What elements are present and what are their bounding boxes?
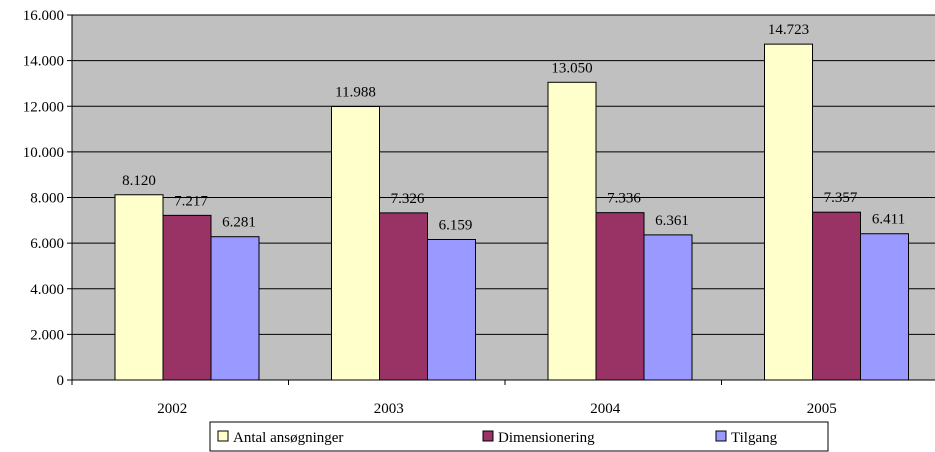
- bar-tilgang-2005: [860, 233, 909, 381]
- y-tick-label: 0: [57, 373, 65, 389]
- legend-label: Antal ansøgninger: [233, 430, 343, 446]
- y-tick-label: 14.000: [23, 54, 64, 70]
- y-tick-label: 16.000: [23, 8, 64, 24]
- data-label: 6.411: [872, 212, 905, 228]
- legend-label: Tilgang: [731, 430, 778, 446]
- data-label: 7.357: [824, 190, 858, 206]
- y-tick-label: 2.000: [30, 327, 64, 343]
- bar-dimensionering-2004: [595, 212, 645, 381]
- legend-swatch-dimensionering: [482, 430, 494, 442]
- legend: Antal ansøgninger Dimensionering Tilgang: [209, 421, 829, 452]
- bar-dimensionering-2005: [812, 211, 861, 381]
- legend-swatch-antal-ans-gninger: [217, 430, 229, 442]
- data-label: 6.159: [439, 217, 473, 233]
- bar-antal-ans-gninger-2005: [764, 43, 813, 381]
- data-label: 13.050: [551, 60, 592, 76]
- data-label: 11.988: [335, 85, 376, 101]
- x-tick-label: 2004: [590, 401, 621, 417]
- y-tick-label: 12.000: [23, 99, 64, 115]
- data-label: 7.336: [607, 191, 641, 207]
- bar-antal-ans-gninger-2004: [547, 81, 597, 381]
- data-label: 14.723: [768, 22, 809, 38]
- data-label: 8.120: [122, 173, 156, 189]
- bar-antal-ans-gninger-2002: [114, 194, 164, 381]
- bar-tilgang-2003: [427, 238, 476, 381]
- x-tick-label: 2002: [157, 401, 187, 417]
- legend-swatch-tilgang: [715, 430, 727, 442]
- legend-box: [209, 421, 829, 452]
- data-label: 6.281: [222, 215, 256, 231]
- legend-label: Dimensionering: [498, 430, 595, 446]
- x-tick-label: 2005: [807, 401, 837, 417]
- data-labels: 8.120 11.988 13.050 14.723 7.217 7.326 7.336 7.…: [122, 22, 905, 233]
- bar-tilgang-2004: [643, 234, 693, 381]
- axes: 0 2.000 4.000 6.000 8.000 10.000 12.000 14.000 1…: [23, 8, 935, 417]
- x-tick-label: 2003: [374, 401, 404, 417]
- bars: [114, 43, 909, 381]
- data-label: 6.361: [655, 213, 689, 229]
- bar-dimensionering-2003: [379, 212, 428, 381]
- data-label: 7.217: [174, 193, 208, 209]
- bar-dimensionering-2002: [162, 214, 212, 381]
- y-tick-label: 10.000: [23, 145, 64, 161]
- data-label: 7.326: [391, 191, 425, 207]
- bar-antal-ans-gninger-2003: [331, 106, 380, 381]
- bar-tilgang-2002: [210, 236, 260, 381]
- y-tick-label: 4.000: [30, 282, 64, 298]
- y-tick-label: 6.000: [30, 236, 64, 252]
- y-tick-label: 8.000: [30, 191, 64, 207]
